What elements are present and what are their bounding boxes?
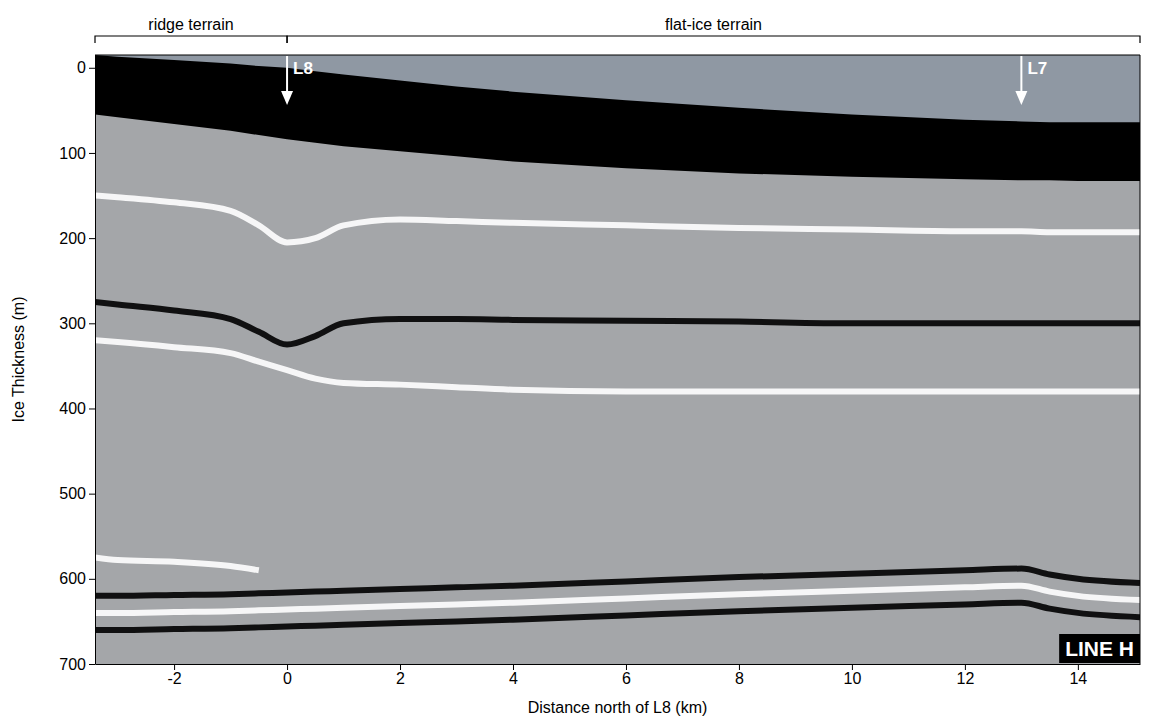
reflector-line: [95, 603, 1140, 630]
plot-marks: [95, 55, 1140, 630]
crossing-label: L8: [293, 59, 313, 78]
y-tick: 500: [59, 485, 95, 502]
x-axis-title: Distance north of L8 (km): [528, 699, 708, 716]
y-axis-line: [95, 56, 96, 665]
x-tick-mark: [852, 664, 853, 670]
line-crossing-marker: L7: [1015, 56, 1047, 105]
x-tick: -2: [167, 664, 181, 687]
x-tick-label: -2: [167, 670, 181, 687]
x-tick-label: 10: [844, 670, 862, 687]
frame-top: [95, 55, 1140, 56]
y-tick-label: 700: [59, 656, 86, 673]
crossing-arrow-head: [281, 91, 293, 105]
x-tick-label: 4: [509, 670, 518, 687]
x-tick: 0: [283, 664, 292, 687]
x-tick: 12: [956, 664, 974, 687]
y-tick-mark: [89, 408, 95, 409]
y-tick-mark: [89, 494, 95, 495]
y-tick-label: 500: [59, 485, 86, 502]
terrain-bracket-line: [287, 36, 1140, 43]
x-tick-label: 8: [735, 670, 744, 687]
crossing-arrow: [1020, 56, 1022, 95]
x-tick: 14: [1069, 664, 1087, 687]
y-tick: 600: [59, 570, 95, 587]
terrain-label: flat-ice terrain: [665, 16, 762, 33]
x-tick-mark: [626, 664, 627, 670]
y-tick: 300: [59, 315, 95, 332]
reflector-line: [95, 569, 1140, 596]
line-name: LINE H: [1065, 637, 1134, 660]
reflector-line: [95, 558, 259, 571]
frame-right: [1140, 55, 1141, 664]
y-axis: 0 100 200 300 400 500 600 700: [59, 56, 95, 673]
terrain-bracket: ridge terrain: [95, 16, 287, 43]
reflector-line: [95, 586, 1140, 613]
y-tick: 200: [59, 230, 95, 247]
x-tick-label: 12: [956, 670, 974, 687]
reflector-area: [95, 55, 1140, 181]
x-tick: 10: [844, 664, 862, 687]
reflector-area: [95, 55, 1140, 122]
terrain-bracket-line: [95, 36, 287, 43]
x-tick: 4: [509, 664, 518, 687]
y-tick: 0: [77, 59, 95, 76]
y-tick-label: 400: [59, 400, 86, 417]
y-tick-mark: [89, 68, 95, 69]
y-tick: 700: [59, 656, 95, 673]
terrain-label: ridge terrain: [148, 16, 233, 33]
reflector-line: [95, 302, 1140, 345]
x-tick: 8: [735, 664, 744, 687]
y-tick-mark: [89, 153, 95, 154]
x-tick-label: 6: [622, 670, 631, 687]
crossing-arrow-head: [1015, 91, 1027, 105]
x-tick-mark: [174, 664, 175, 670]
x-axis-line: [96, 664, 1141, 665]
crossing-label: L7: [1027, 59, 1047, 78]
terrain-bracket: flat-ice terrain: [287, 16, 1140, 43]
crossing-arrow: [286, 56, 288, 95]
y-tick-mark: [89, 579, 95, 580]
plot-background: [95, 55, 1140, 664]
x-tick-mark: [400, 664, 401, 670]
x-tick: 2: [396, 664, 405, 687]
x-tick-mark: [965, 664, 966, 670]
y-tick-label: 300: [59, 315, 86, 332]
x-tick: 6: [622, 664, 631, 687]
y-tick: 100: [59, 145, 95, 162]
y-tick-label: 600: [59, 570, 86, 587]
y-tick-mark: [89, 664, 95, 665]
x-axis: -2 0 2 4 6 8 10 12 14: [96, 664, 1141, 687]
line-name-box: LINE H: [1059, 634, 1140, 663]
x-tick-mark: [739, 664, 740, 670]
y-tick-mark: [89, 323, 95, 324]
y-tick-label: 100: [59, 145, 86, 162]
line-crossing-marker: L8: [281, 56, 313, 105]
x-tick-mark: [1078, 664, 1079, 670]
x-tick-label: 0: [283, 670, 292, 687]
y-tick-label: 200: [59, 230, 86, 247]
reflector-line: [95, 196, 1140, 243]
y-tick-mark: [89, 238, 95, 239]
x-tick-mark: [287, 664, 288, 670]
y-axis-title: Ice Thickness (m): [10, 297, 27, 423]
line-name-background: [1059, 634, 1140, 663]
chart: -2 0 2 4 6 8 10 12 14 0 100 200 300 400 500 600 700 Dista…: [0, 0, 1152, 727]
y-tick-label: 0: [77, 59, 86, 76]
x-tick-label: 14: [1069, 670, 1087, 687]
y-tick: 400: [59, 400, 95, 417]
x-tick-label: 2: [396, 670, 405, 687]
x-tick-mark: [513, 664, 514, 670]
reflector-line: [95, 340, 1140, 391]
